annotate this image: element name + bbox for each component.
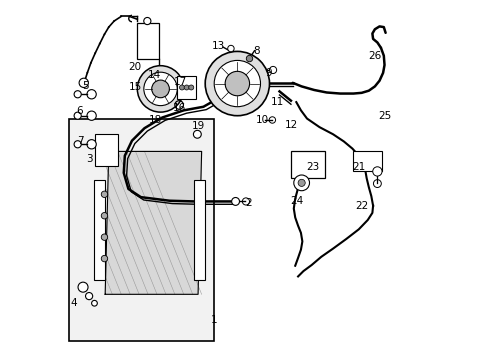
Circle shape bbox=[214, 60, 260, 107]
Text: 26: 26 bbox=[368, 51, 381, 62]
Text: 13: 13 bbox=[212, 41, 225, 51]
Circle shape bbox=[91, 300, 97, 306]
Circle shape bbox=[293, 175, 309, 191]
Circle shape bbox=[101, 234, 107, 240]
Circle shape bbox=[137, 66, 183, 112]
Circle shape bbox=[231, 198, 239, 205]
Circle shape bbox=[193, 130, 201, 138]
Text: 8: 8 bbox=[253, 46, 260, 57]
Circle shape bbox=[372, 167, 381, 176]
Text: 14: 14 bbox=[147, 70, 161, 80]
Circle shape bbox=[78, 282, 88, 292]
Circle shape bbox=[101, 212, 107, 219]
Text: 2: 2 bbox=[244, 198, 251, 208]
Text: 7: 7 bbox=[78, 136, 84, 147]
Circle shape bbox=[74, 141, 81, 148]
Circle shape bbox=[87, 140, 96, 149]
Bar bbox=[137, 23, 159, 59]
Circle shape bbox=[101, 255, 107, 262]
Text: 10: 10 bbox=[255, 115, 268, 125]
Text: 15: 15 bbox=[129, 82, 142, 92]
Bar bbox=[193, 180, 205, 280]
Circle shape bbox=[143, 72, 177, 105]
Bar bbox=[95, 134, 118, 166]
Circle shape bbox=[87, 90, 96, 99]
Bar bbox=[94, 180, 105, 280]
Text: 17: 17 bbox=[173, 77, 186, 87]
Text: 12: 12 bbox=[285, 120, 298, 130]
Text: 25: 25 bbox=[378, 111, 391, 121]
Text: 16: 16 bbox=[172, 103, 186, 113]
Circle shape bbox=[79, 78, 88, 87]
Circle shape bbox=[227, 45, 234, 52]
Circle shape bbox=[298, 179, 305, 186]
Circle shape bbox=[101, 191, 107, 198]
Bar bbox=[290, 152, 324, 178]
Text: 20: 20 bbox=[128, 63, 141, 72]
Bar bbox=[69, 119, 214, 341]
Text: 11: 11 bbox=[270, 97, 284, 107]
Circle shape bbox=[179, 85, 184, 90]
Circle shape bbox=[184, 85, 189, 90]
Circle shape bbox=[188, 85, 193, 90]
Polygon shape bbox=[105, 152, 201, 294]
Bar bbox=[177, 76, 196, 99]
Text: 19: 19 bbox=[191, 121, 204, 131]
Circle shape bbox=[224, 71, 249, 96]
Text: 1: 1 bbox=[210, 315, 217, 325]
Circle shape bbox=[74, 91, 81, 98]
Text: 3: 3 bbox=[85, 154, 92, 163]
Text: 24: 24 bbox=[290, 196, 304, 206]
Circle shape bbox=[205, 51, 269, 116]
Text: 9: 9 bbox=[265, 68, 271, 78]
Circle shape bbox=[74, 112, 81, 119]
Text: 22: 22 bbox=[354, 201, 367, 211]
Circle shape bbox=[143, 18, 151, 24]
Text: 23: 23 bbox=[306, 162, 319, 172]
Text: 4: 4 bbox=[70, 298, 77, 308]
Circle shape bbox=[246, 55, 252, 62]
Text: 6: 6 bbox=[76, 106, 82, 116]
Bar bbox=[353, 152, 381, 171]
Text: 18: 18 bbox=[148, 115, 162, 125]
Circle shape bbox=[85, 293, 93, 300]
Circle shape bbox=[269, 66, 276, 73]
Text: 21: 21 bbox=[351, 162, 365, 172]
Text: 5: 5 bbox=[82, 81, 89, 91]
Circle shape bbox=[151, 80, 169, 98]
Circle shape bbox=[87, 111, 96, 120]
